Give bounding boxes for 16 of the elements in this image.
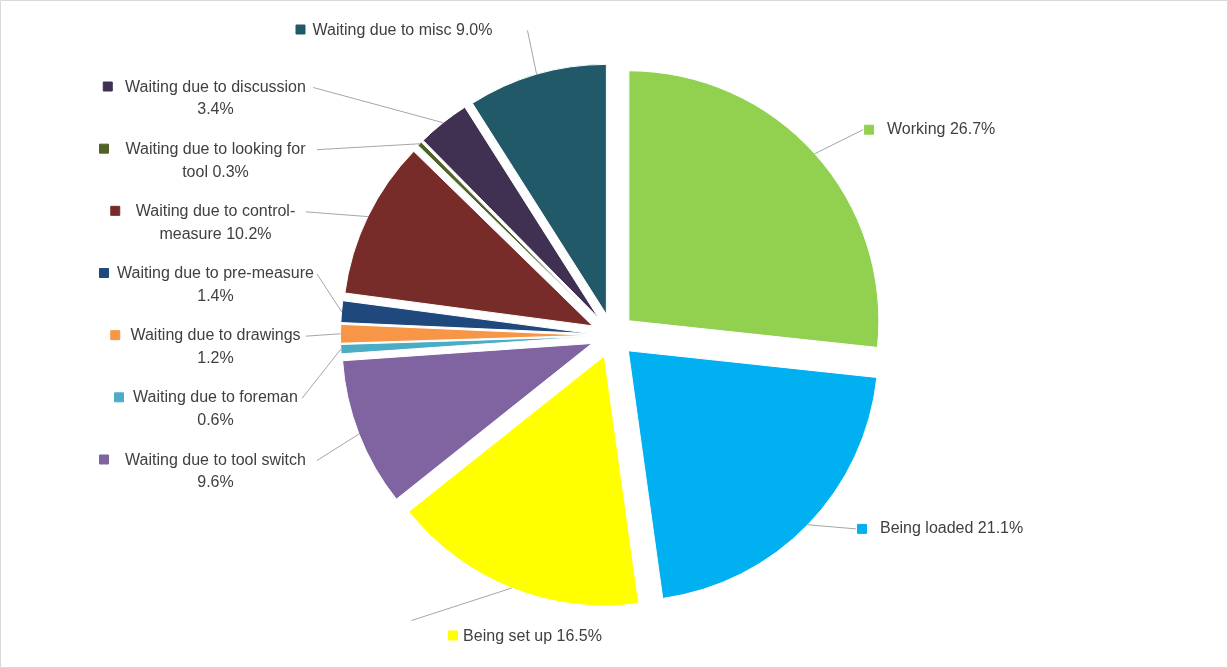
- legend-label: Waiting due to drawings: [130, 326, 301, 344]
- legend-label: Waiting due to looking for tool 0.3%: [125, 139, 307, 180]
- legend-label: Waiting due to discussion: [125, 77, 306, 95]
- legend-label: Being loaded 21.1%: [879, 518, 1024, 536]
- data-label: 3.4%: [197, 100, 234, 118]
- data-label: 1.2%: [197, 349, 234, 367]
- legend-label: Waiting due to pre-measure: [117, 264, 315, 281]
- legend-label: Waiting due to misc 9.0%: [312, 20, 493, 38]
- data-label: 9.6%: [197, 473, 234, 491]
- legend-label: Working 26.7%: [887, 119, 996, 137]
- data-label: 0.6%: [197, 411, 234, 429]
- data-label: 1.4%: [197, 286, 234, 304]
- legend-label: Waiting due to control-measure 10.2%: [135, 201, 296, 242]
- legend-label: Waiting due to tool switch: [125, 450, 306, 468]
- legend-label: Being set up 16.5%: [463, 626, 602, 644]
- legend-label: Waiting due to foreman: [133, 388, 298, 406]
